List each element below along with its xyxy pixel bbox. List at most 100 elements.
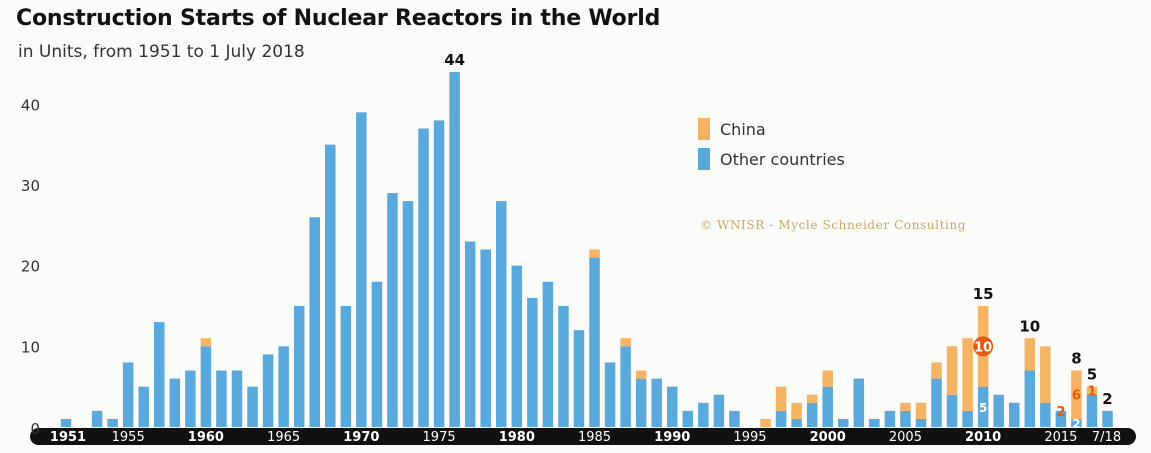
bar-other-countries bbox=[480, 249, 491, 427]
bar-other-countries bbox=[464, 241, 476, 427]
bar-china bbox=[946, 346, 958, 395]
bar-other-countries bbox=[993, 394, 1004, 427]
x-axis-band bbox=[30, 428, 1136, 445]
x-tick-label: 2000 bbox=[810, 430, 846, 445]
legend-swatch-other-countries bbox=[698, 148, 710, 170]
chart-title: Construction Starts of Nuclear Reactors … bbox=[16, 6, 661, 31]
copyright-notice: © WNISR - Mycle Schneider Consulting bbox=[700, 218, 967, 232]
legend-swatch-china bbox=[698, 118, 710, 140]
bar-other-countries bbox=[853, 378, 865, 427]
bar-other-countries bbox=[915, 418, 927, 427]
y-tick-label: 0 bbox=[30, 420, 40, 438]
bar-china bbox=[962, 338, 973, 411]
bar-total-label: 5 bbox=[1087, 366, 1097, 384]
bar-other-countries bbox=[698, 402, 709, 427]
bar-china bbox=[620, 338, 631, 347]
bar-other-countries bbox=[635, 378, 647, 427]
bar-other-countries bbox=[900, 410, 911, 427]
bar-other-countries bbox=[791, 418, 802, 427]
bar-total-label: 15 bbox=[973, 285, 994, 303]
bar-other-countries bbox=[418, 128, 429, 427]
bar-china bbox=[775, 386, 787, 411]
bar-other-countries bbox=[884, 410, 896, 427]
bar-china bbox=[589, 249, 600, 258]
china-value-label: 1 bbox=[1087, 385, 1096, 400]
bar-other-countries bbox=[1040, 402, 1051, 427]
other-value-label: 5 bbox=[979, 401, 987, 415]
bar-other-countries bbox=[262, 354, 274, 427]
bar-other-countries bbox=[247, 386, 258, 427]
bar-china bbox=[931, 362, 942, 379]
china-value-label: 2 bbox=[1056, 405, 1065, 420]
bar-other-countries bbox=[216, 370, 227, 427]
bar-china bbox=[1024, 338, 1036, 371]
china-value-label: 10 bbox=[974, 340, 992, 355]
bar-other-countries bbox=[340, 305, 352, 427]
bar-other-countries bbox=[573, 330, 585, 427]
bar-other-countries bbox=[931, 378, 942, 427]
bar-other-countries bbox=[293, 305, 305, 427]
legend-label-other-countries: Other countries bbox=[720, 150, 845, 169]
x-tick-label: 1951 bbox=[50, 430, 86, 445]
x-tick-label: 2005 bbox=[889, 430, 922, 445]
bar-other-countries bbox=[387, 193, 398, 427]
x-tick-label: 1955 bbox=[112, 430, 145, 445]
bar-other-countries bbox=[869, 418, 880, 427]
bar-other-countries bbox=[496, 201, 507, 427]
bar-china bbox=[1071, 370, 1082, 419]
legend-label-china: China bbox=[720, 120, 766, 139]
bar-other-countries bbox=[231, 370, 243, 427]
bar-other-countries bbox=[604, 362, 616, 427]
bar-other-countries bbox=[946, 394, 958, 427]
bar-other-countries bbox=[371, 281, 383, 427]
bar-other-countries bbox=[667, 386, 678, 427]
x-tick-label: 1980 bbox=[499, 430, 535, 445]
bar-other-countries bbox=[511, 265, 523, 427]
bar-total-label: 8 bbox=[1071, 350, 1081, 368]
chart-subtitle: in Units, from 1951 to 1 July 2018 bbox=[18, 42, 305, 62]
bar-other-countries bbox=[838, 418, 849, 427]
bar-other-countries bbox=[169, 378, 181, 427]
x-tick-label: 1970 bbox=[343, 430, 379, 445]
bar-other-countries bbox=[775, 410, 787, 427]
x-tick-label: 1965 bbox=[267, 430, 300, 445]
other-value-label: 2 bbox=[1072, 417, 1080, 431]
x-tick-label: 1985 bbox=[578, 430, 611, 445]
bar-china bbox=[900, 402, 911, 411]
bar-other-countries bbox=[822, 386, 833, 427]
bar-china bbox=[200, 338, 212, 347]
bar-other-countries bbox=[1055, 410, 1067, 427]
bar-china bbox=[915, 402, 927, 419]
x-tick-label: 1990 bbox=[654, 430, 690, 445]
bar-other-countries bbox=[325, 144, 336, 427]
bar-china bbox=[1086, 386, 1098, 395]
bar-china bbox=[822, 370, 833, 387]
bar-other-countries bbox=[309, 217, 320, 427]
bar-other-countries bbox=[558, 305, 569, 427]
bar-other-countries bbox=[620, 346, 631, 427]
china-value-label: 6 bbox=[1072, 389, 1081, 404]
bar-other-countries bbox=[91, 410, 103, 427]
bar-other-countries bbox=[356, 112, 367, 427]
bar-other-countries bbox=[977, 386, 989, 427]
bar-other-countries bbox=[1071, 418, 1082, 427]
x-tick-label: 1975 bbox=[423, 430, 456, 445]
x-tick-label: 2010 bbox=[965, 430, 1001, 445]
bar-other-countries bbox=[154, 322, 165, 427]
bar-other-countries bbox=[107, 418, 118, 427]
y-tick-label: 30 bbox=[21, 177, 40, 195]
bar-china bbox=[635, 370, 647, 379]
bar-other-countries bbox=[138, 386, 149, 427]
bar-other-countries bbox=[449, 72, 460, 427]
bar-other-countries bbox=[402, 201, 414, 427]
bar-other-countries bbox=[278, 346, 289, 427]
bar-other-countries bbox=[433, 120, 445, 427]
bar-other-countries bbox=[122, 362, 134, 427]
bar-other-countries bbox=[1086, 394, 1098, 427]
bar-other-countries bbox=[1008, 402, 1020, 427]
bar-total-label: 44 bbox=[444, 51, 465, 69]
bar-other-countries bbox=[806, 402, 818, 427]
bar-china bbox=[806, 394, 818, 403]
bar-other-countries bbox=[589, 257, 600, 427]
